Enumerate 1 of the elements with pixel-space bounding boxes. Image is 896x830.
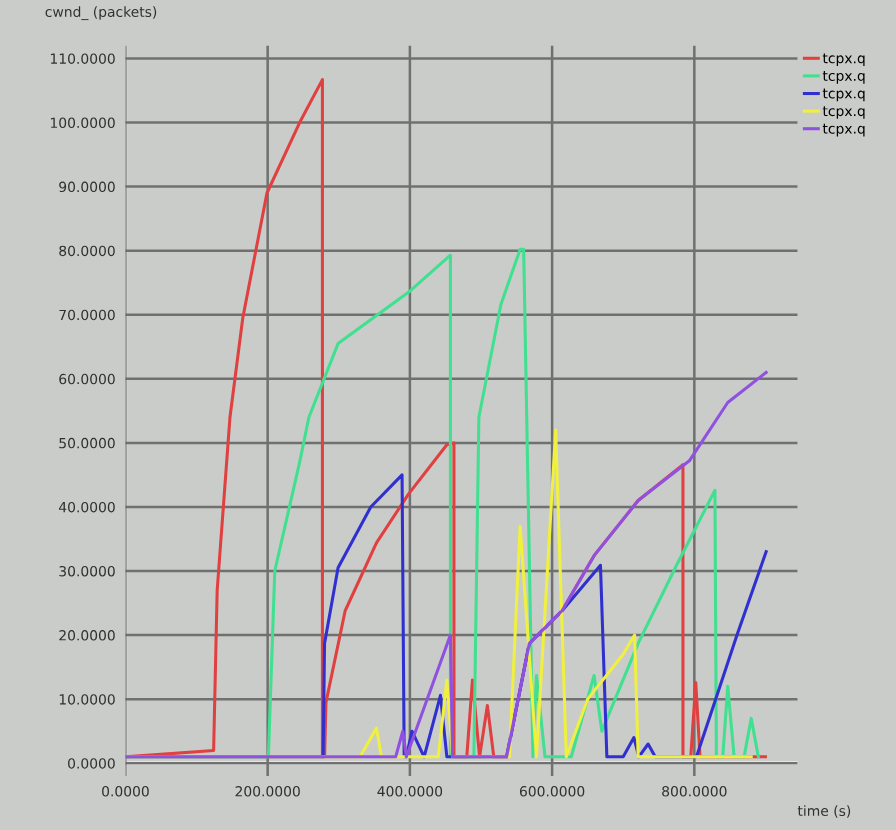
line-series bbox=[125, 370, 768, 759]
